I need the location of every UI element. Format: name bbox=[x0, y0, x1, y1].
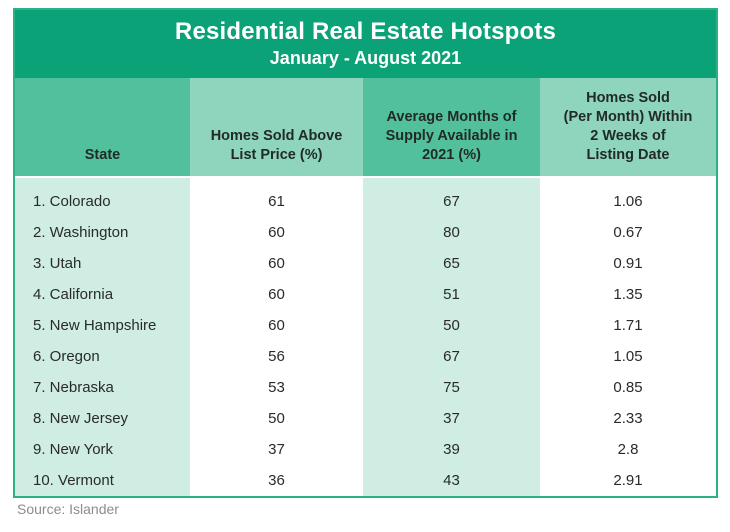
sold-2wk-cell: 2.91 bbox=[540, 465, 716, 496]
supply-cell: 37 bbox=[363, 403, 540, 434]
supply-cell: 65 bbox=[363, 248, 540, 279]
above-list-cell: 60 bbox=[190, 217, 363, 248]
above-list-cell: 60 bbox=[190, 248, 363, 279]
above-list-cell: 37 bbox=[190, 434, 363, 465]
above-list-cell: 60 bbox=[190, 310, 363, 341]
column-header-supply: Average Months of Supply Available in 20… bbox=[363, 78, 540, 178]
column-header-state: State bbox=[15, 78, 190, 178]
sold-2wk-cell: 1.05 bbox=[540, 341, 716, 372]
state-cell: 1. Colorado bbox=[15, 177, 190, 217]
sold-2wk-cell: 0.67 bbox=[540, 217, 716, 248]
above-list-cell: 60 bbox=[190, 279, 363, 310]
above-list-cell: 53 bbox=[190, 372, 363, 403]
sold-2wk-cell: 0.91 bbox=[540, 248, 716, 279]
table-row: 10. Vermont 36 43 2.91 bbox=[15, 465, 716, 496]
table-row: 4. California 60 51 1.35 bbox=[15, 279, 716, 310]
state-cell: 3. Utah bbox=[15, 248, 190, 279]
table-row: 2. Washington 60 80 0.67 bbox=[15, 217, 716, 248]
table-row: 1. Colorado 61 67 1.06 bbox=[15, 177, 716, 217]
state-cell: 10. Vermont bbox=[15, 465, 190, 496]
table-row: 3. Utah 60 65 0.91 bbox=[15, 248, 716, 279]
header-row: State Homes Sold Above List Price (%) Av… bbox=[15, 78, 716, 178]
title-bar: Residential Real Estate Hotspots January… bbox=[15, 10, 716, 78]
table-row: 9. New York 37 39 2.8 bbox=[15, 434, 716, 465]
above-list-cell: 61 bbox=[190, 177, 363, 217]
source-note: Source: Islander bbox=[17, 501, 119, 517]
supply-cell: 39 bbox=[363, 434, 540, 465]
sold-2wk-cell: 0.85 bbox=[540, 372, 716, 403]
above-list-cell: 50 bbox=[190, 403, 363, 434]
supply-cell: 50 bbox=[363, 310, 540, 341]
column-header-above-list: Homes Sold Above List Price (%) bbox=[190, 78, 363, 178]
state-cell: 6. Oregon bbox=[15, 341, 190, 372]
sold-2wk-cell: 2.8 bbox=[540, 434, 716, 465]
table-row: 5. New Hampshire 60 50 1.71 bbox=[15, 310, 716, 341]
table-row: 8. New Jersey 50 37 2.33 bbox=[15, 403, 716, 434]
above-list-cell: 56 bbox=[190, 341, 363, 372]
state-cell: 2. Washington bbox=[15, 217, 190, 248]
supply-cell: 43 bbox=[363, 465, 540, 496]
state-cell: 5. New Hampshire bbox=[15, 310, 190, 341]
supply-cell: 67 bbox=[363, 177, 540, 217]
chart-title: Residential Real Estate Hotspots bbox=[174, 18, 557, 45]
table-row: 7. Nebraska 53 75 0.85 bbox=[15, 372, 716, 403]
column-header-sold-2wk: Homes Sold (Per Month) Within 2 Weeks of… bbox=[540, 78, 716, 178]
data-table: State Homes Sold Above List Price (%) Av… bbox=[15, 78, 716, 496]
state-cell: 7. Nebraska bbox=[15, 372, 190, 403]
state-cell: 8. New Jersey bbox=[15, 403, 190, 434]
supply-cell: 67 bbox=[363, 341, 540, 372]
sold-2wk-cell: 2.33 bbox=[540, 403, 716, 434]
table-row: 6. Oregon 56 67 1.05 bbox=[15, 341, 716, 372]
above-list-cell: 36 bbox=[190, 465, 363, 496]
state-cell: 9. New York bbox=[15, 434, 190, 465]
sold-2wk-cell: 1.35 bbox=[540, 279, 716, 310]
sold-2wk-cell: 1.06 bbox=[540, 177, 716, 217]
chart-subtitle: January - August 2021 bbox=[269, 48, 462, 68]
state-cell: 4. California bbox=[15, 279, 190, 310]
supply-cell: 80 bbox=[363, 217, 540, 248]
supply-cell: 51 bbox=[363, 279, 540, 310]
real-estate-table: Residential Real Estate Hotspots January… bbox=[13, 8, 718, 498]
sold-2wk-cell: 1.71 bbox=[540, 310, 716, 341]
supply-cell: 75 bbox=[363, 372, 540, 403]
